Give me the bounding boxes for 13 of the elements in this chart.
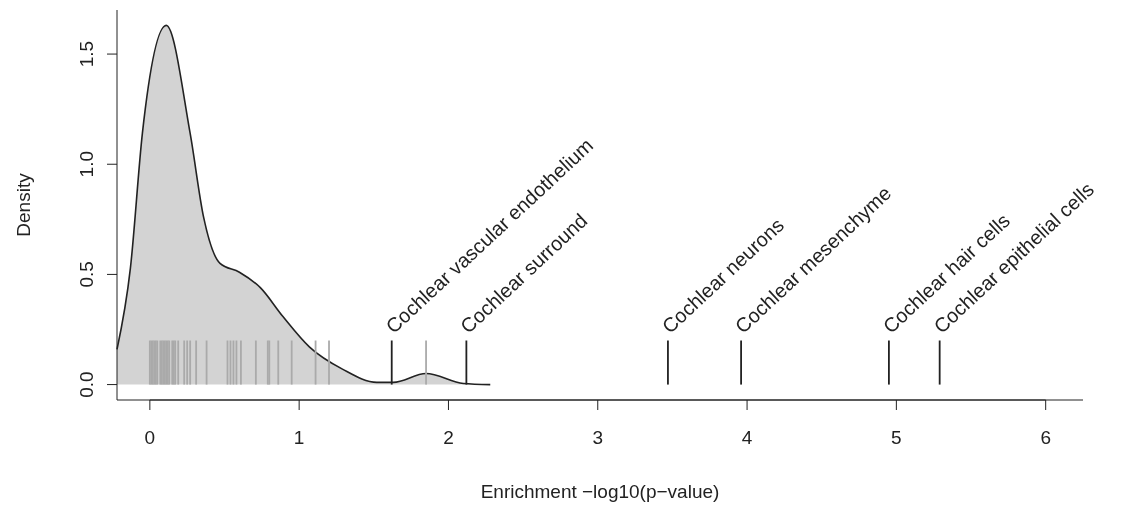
x-tick-label: 4 xyxy=(741,427,753,448)
y-axis-title: Density xyxy=(13,172,34,237)
x-tick-label: 6 xyxy=(1040,427,1051,448)
x-tick-label: 1 xyxy=(293,427,305,448)
x-tick-label: 2 xyxy=(443,427,454,448)
x-tick-label: 5 xyxy=(891,427,902,448)
y-tick-label: 0.5 xyxy=(76,261,97,288)
x-tick-label: 0 xyxy=(144,427,156,448)
x-axis-title: Enrichment −log10(p−value) xyxy=(480,481,720,502)
y-tick-label: 0.0 xyxy=(76,371,97,398)
y-tick-label: 1.0 xyxy=(76,151,97,178)
x-tick-label: 3 xyxy=(592,427,604,448)
y-tick-label: 1.5 xyxy=(76,40,97,68)
